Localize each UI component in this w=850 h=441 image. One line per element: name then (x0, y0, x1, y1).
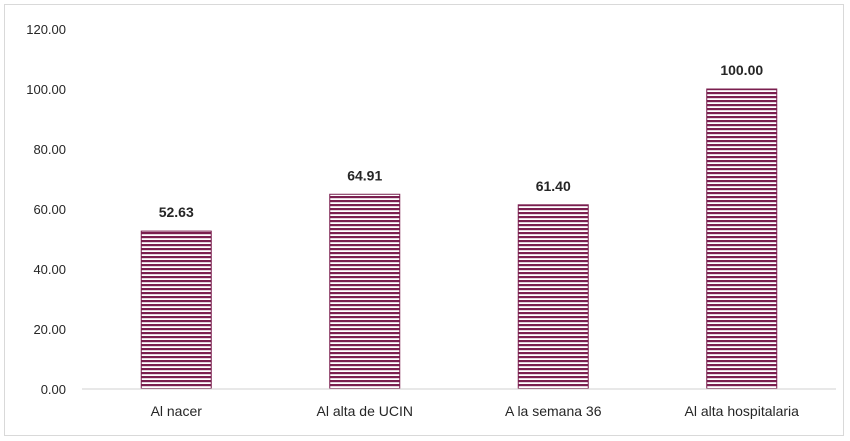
y-tick-label: 120.00 (26, 22, 66, 37)
x-axis-category-labels: Al nacer Al alta de UCIN A la semana 36 Al … (151, 403, 800, 419)
bar (329, 193, 401, 390)
y-tick-label: 60.00 (33, 202, 66, 217)
x-category-label: Al alta de UCIN (317, 403, 413, 419)
y-tick-label: 80.00 (33, 142, 66, 157)
y-axis-tick-labels: 0.00 20.00 40.00 60.00 80.00 100.00 120.00 (26, 22, 66, 397)
bar (706, 88, 778, 390)
bar-value-label: 64.91 (347, 167, 382, 183)
bar (140, 230, 212, 390)
x-category-label: Al alta hospitalaria (685, 403, 800, 419)
bar-value-label: 100.00 (720, 62, 763, 78)
bars-group (140, 88, 778, 390)
x-category-label: Al nacer (151, 403, 203, 419)
y-tick-label: 100.00 (26, 82, 66, 97)
data-labels-group: 52.63 64.91 61.40 100.00 (159, 62, 764, 220)
bar-value-label: 61.40 (536, 178, 571, 194)
x-category-label: A la semana 36 (505, 403, 602, 419)
y-tick-label: 40.00 (33, 262, 66, 277)
y-tick-label: 20.00 (33, 322, 66, 337)
bar-value-label: 52.63 (159, 204, 194, 220)
bar (517, 204, 589, 390)
y-tick-label: 0.00 (41, 382, 66, 397)
